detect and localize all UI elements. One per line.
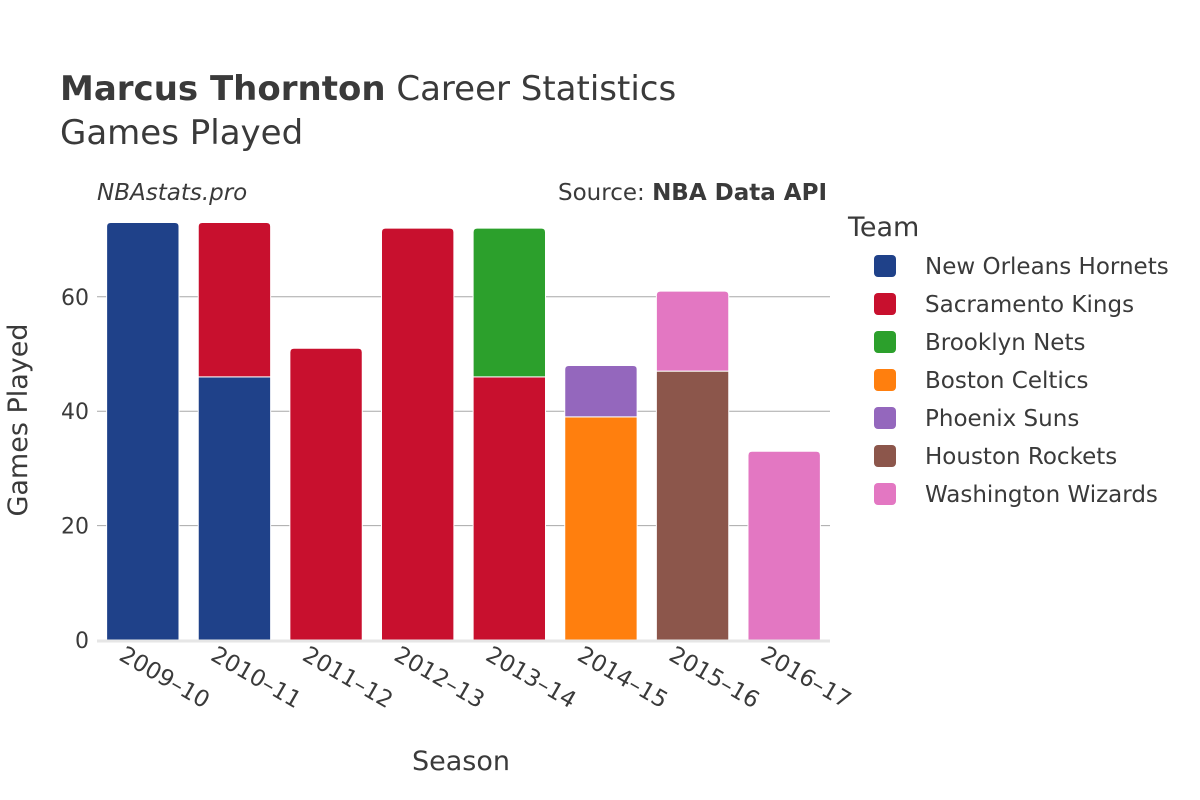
legend-swatch <box>874 445 896 467</box>
chart-title-rest: Career Statistics <box>386 69 677 109</box>
legend-item-label: Boston Celtics <box>925 368 1088 394</box>
legend-item-label: Phoenix Suns <box>925 406 1079 432</box>
legend-item-label: Brooklyn Nets <box>925 330 1085 356</box>
bar-segment <box>289 347 363 641</box>
x-tick-label: 2014–15 <box>573 642 672 714</box>
chart-title: Marcus Thornton Career Statistics <box>60 69 676 109</box>
chart-title-bold: Marcus Thornton <box>60 69 386 109</box>
x-tick-label: 2012–13 <box>390 642 489 714</box>
legend-swatch <box>874 293 896 315</box>
bar-segment <box>197 221 272 378</box>
x-tick-label: 2009–10 <box>115 642 214 714</box>
legend-item-label: Washington Wizards <box>925 482 1158 508</box>
bar-segment <box>747 450 821 641</box>
chart-subtitle: Games Played <box>60 113 303 153</box>
bar-segment <box>564 416 638 641</box>
y-axis-title: Games Played <box>3 323 34 516</box>
y-tick-label: 20 <box>61 515 89 540</box>
bar-segment <box>472 376 547 641</box>
y-tick-label: 40 <box>61 400 89 425</box>
y-tick-label: 0 <box>75 629 89 654</box>
source-prefix: Source: <box>558 180 652 206</box>
legend-item-label: Sacramento Kings <box>925 292 1134 318</box>
source-credit: Source: NBA Data API <box>558 180 827 206</box>
legend-item-label: New Orleans Hornets <box>925 254 1169 280</box>
legend-swatch <box>874 369 896 391</box>
bar-segment <box>655 370 730 641</box>
bar-segment <box>655 290 730 372</box>
legend-title: Team <box>847 212 919 243</box>
legend-swatch <box>874 331 896 353</box>
x-tick-label: 2015–16 <box>665 642 764 714</box>
x-tick-label: 2010–11 <box>206 642 305 714</box>
legend-item-label: Houston Rockets <box>925 444 1117 470</box>
x-tick-label: 2013–14 <box>481 642 580 714</box>
bar-segment <box>106 221 180 641</box>
watermark: NBAstats.pro <box>97 180 247 206</box>
legend-swatch <box>874 255 896 277</box>
legend: New Orleans Hornets Sacramento Kings Brook… <box>874 254 1169 508</box>
source-name: NBA Data API <box>652 180 827 206</box>
y-tick-label: 60 <box>61 286 89 311</box>
bar-segment <box>564 364 638 418</box>
bar-layer <box>106 221 821 641</box>
legend-swatch <box>874 483 896 505</box>
legend-swatch <box>874 407 896 429</box>
x-tick-label: 2011–12 <box>298 642 397 714</box>
x-axis-title: Season <box>412 746 510 777</box>
bar-segment <box>472 227 547 378</box>
bar-segment <box>197 376 272 641</box>
bar-segment <box>380 227 455 641</box>
x-tick-label: 2016–17 <box>756 642 855 714</box>
axis-layer: 0 20 40 60 2009–102010–112011–122012–132013–… <box>61 286 855 714</box>
